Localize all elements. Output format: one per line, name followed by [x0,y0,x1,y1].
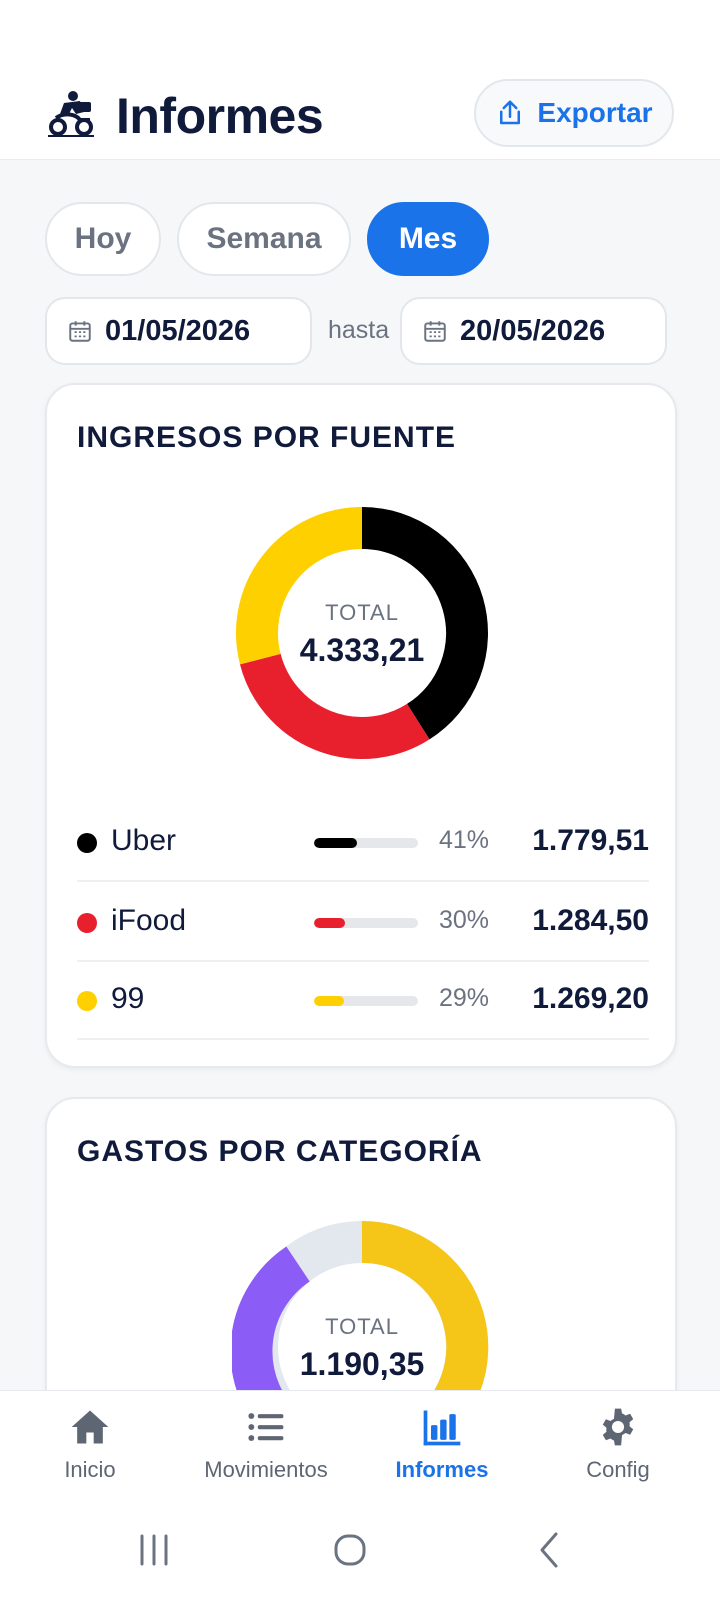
income-total-label: TOTAL [325,600,399,625]
gear-icon [602,1408,634,1446]
delivery-rider-logo-icon [48,91,94,137]
legend-percent: 30% [438,906,489,934]
income-donut-chart [236,507,488,759]
legend-share-fill [314,996,345,1006]
app-header: Informes Exportar [0,60,720,160]
period-tabs: Hoy Semana Mes [45,202,489,276]
bottom-navigation: Inicio Movimientos Informes Config [0,1390,720,1500]
legend-dot [77,833,97,853]
income-total: TOTAL 4.333,21 [232,600,492,669]
legend-share-bar [314,996,418,1006]
legend-percent: 29% [438,984,489,1012]
nav-item-movimientos[interactable]: Movimientos [176,1405,356,1483]
tab-mes[interactable]: Mes [367,202,489,276]
legend-percent: 41% [438,826,489,854]
legend-share-bar [314,838,418,848]
date-range-separator: hasta [328,316,390,344]
system-navigation-bar [0,1500,720,1600]
status-bar [0,0,720,60]
legend-dot [77,991,97,1011]
expense-total: TOTAL 1.190,35 [232,1314,492,1383]
legend-dot [77,913,97,933]
legend-amount: 1.779,51 [532,824,649,857]
end-date-value: 20/05/2026 [460,314,606,347]
legend-source-name: 99 [111,982,145,1015]
export-label: Exportar [537,97,653,128]
export-button[interactable]: Exportar [474,79,674,147]
tab-hoy[interactable]: Hoy [45,202,161,276]
page-title: Informes [116,88,324,144]
back-icon[interactable] [518,1522,578,1578]
legend-amount: 1.284,50 [532,904,649,937]
nav-label: Informes [395,1457,489,1482]
nav-item-informes[interactable]: Informes [352,1405,532,1483]
calendar-icon [424,321,446,342]
expense-total-label: TOTAL [325,1314,399,1339]
home-icon [71,1410,109,1444]
end-date-field[interactable]: 20/05/2026 [400,297,667,365]
expense-total-value: 1.190,35 [299,1346,425,1382]
nav-label: Inicio [64,1457,116,1482]
recent-apps-icon[interactable] [124,1522,184,1578]
legend-share-fill [314,838,357,848]
nav-label: Config [586,1457,650,1482]
start-date-field[interactable]: 01/05/2026 [45,297,312,365]
nav-label: Movimientos [204,1457,328,1482]
legend-row-ifood[interactable]: iFood 30% 1.284,50 [77,882,649,962]
bar-chart-icon [423,1410,461,1446]
income-donut-segment-uber [361,507,488,740]
income-by-source-card: INGRESOS POR FUENTE TOTAL 4.333,21 Uber … [45,383,677,1068]
income-donut-segment-99 [236,507,363,665]
legend-share-fill [314,918,346,928]
nav-item-config[interactable]: Config [528,1405,708,1483]
calendar-icon [69,321,91,342]
income-donut-segment-ifood [239,653,430,759]
legend-row-99[interactable]: 99 29% 1.269,20 [77,960,649,1040]
start-date-value: 01/05/2026 [105,314,251,347]
legend-source-name: Uber [111,824,177,857]
nav-item-inicio[interactable]: Inicio [0,1405,180,1483]
legend-amount: 1.269,20 [532,982,649,1015]
list-icon [248,1413,284,1441]
legend-share-bar [314,918,418,928]
tab-semana[interactable]: Semana [177,202,351,276]
share-upload-icon [500,100,521,125]
legend-row-uber[interactable]: Uber 41% 1.779,51 [77,802,649,882]
home-circle-icon[interactable] [320,1522,380,1578]
legend-source-name: iFood [111,904,187,937]
income-total-value: 4.333,21 [299,632,425,668]
expense-card-title: GASTOS POR CATEGORÍA [77,1135,483,1168]
income-card-title: INGRESOS POR FUENTE [77,421,457,454]
